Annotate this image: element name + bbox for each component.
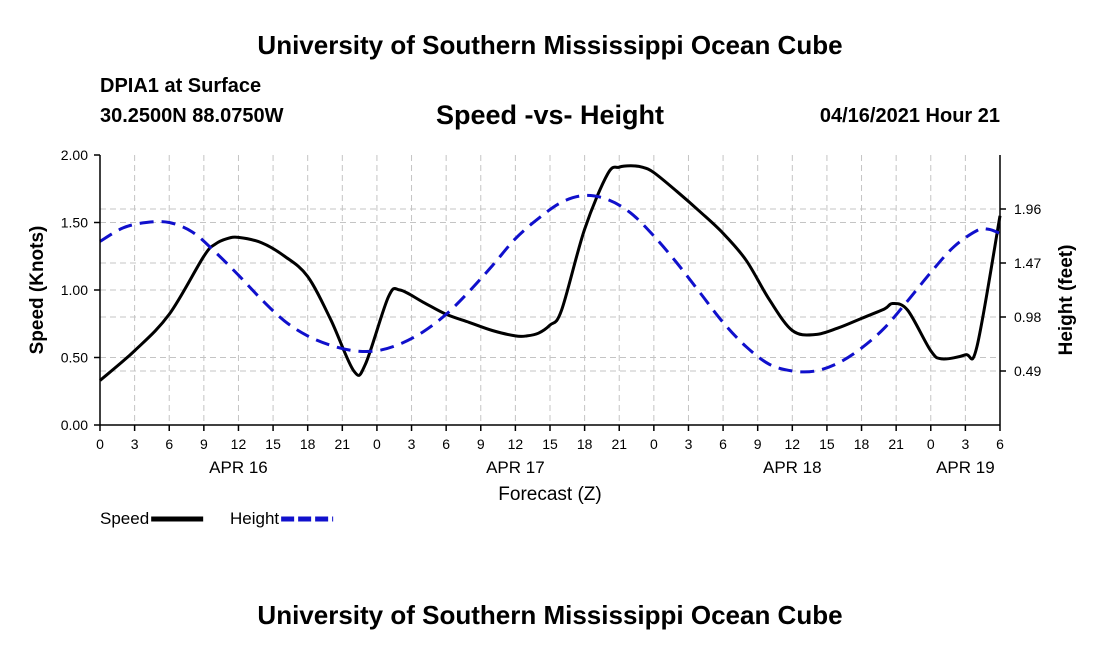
x-tick-label: 6 <box>442 436 450 452</box>
x-tick-label: 21 <box>888 436 904 452</box>
chart-title-bottom: University of Southern Mississippi Ocean… <box>257 600 843 630</box>
legend-label-height: Height <box>230 509 279 528</box>
date-label: APR 16 <box>209 458 268 477</box>
grid-layer <box>100 155 1000 425</box>
y-tick-label-left: 1.50 <box>61 215 88 231</box>
x-tick-label: 3 <box>961 436 969 452</box>
x-axis-title: Forecast (Z) <box>498 484 601 505</box>
x-tick-label: 18 <box>577 436 593 452</box>
x-tick-label: 12 <box>785 436 801 452</box>
y-tick-label-left: 1.00 <box>61 282 88 298</box>
x-tick-label: 18 <box>854 436 870 452</box>
x-tick-label: 0 <box>373 436 381 452</box>
x-tick-label: 3 <box>685 436 693 452</box>
x-tick-label: 6 <box>996 436 1004 452</box>
station-label: DPIA1 at Surface <box>100 75 262 97</box>
x-tick-label: 15 <box>542 436 558 452</box>
x-tick-label: 9 <box>200 436 208 452</box>
x-tick-label: 9 <box>754 436 762 452</box>
y-tick-label-right: 0.49 <box>1014 363 1041 379</box>
x-tick-label: 6 <box>165 436 173 452</box>
y-tick-label-right: 1.96 <box>1014 201 1041 217</box>
x-tick-label: 3 <box>408 436 416 452</box>
chart-subtitle: Speed -vs- Height <box>435 100 665 130</box>
x-tick-label: 15 <box>819 436 835 452</box>
chart-title-top: University of Southern Mississippi Ocean… <box>257 30 843 60</box>
x-tick-label: 9 <box>477 436 485 452</box>
x-tick-label: 0 <box>927 436 935 452</box>
y-tick-label-right: 1.47 <box>1014 255 1041 271</box>
axis-layer: 0.00 0.50 1.00 1.50 2.00 0.49 0.98 1.47 1.96 0 3 6 9… <box>27 147 1077 505</box>
x-tick-label: 15 <box>265 436 281 452</box>
x-tick-label: 21 <box>611 436 627 452</box>
forecast-datetime: 04/16/2021 Hour 21 <box>819 105 1000 127</box>
legend-layer: Speed Height <box>100 509 334 528</box>
date-label: APR 17 <box>486 458 545 477</box>
y-tick-label-left: 2.00 <box>61 147 88 163</box>
legend-label-speed: Speed <box>100 509 149 528</box>
x-tick-label: 12 <box>231 436 247 452</box>
series-line-speed <box>99 164 1002 382</box>
x-tick-label: 3 <box>131 436 139 452</box>
x-tick-label: 18 <box>300 436 316 452</box>
x-tick-label: 21 <box>335 436 351 452</box>
x-tick-label: 6 <box>719 436 727 452</box>
date-label: APR 19 <box>936 458 995 477</box>
y-tick-label-left: 0.00 <box>61 417 88 433</box>
y-tick-label-right: 0.98 <box>1014 309 1041 325</box>
x-tick-label: 0 <box>96 436 104 452</box>
series-line-height <box>99 193 1001 374</box>
x-tick-label: 12 <box>508 436 524 452</box>
date-label: APR 18 <box>763 458 822 477</box>
coordinates-label: 30.2500N 88.0750W <box>100 105 284 127</box>
series-layer <box>99 164 1002 382</box>
y-tick-label-left: 0.50 <box>61 350 88 366</box>
y-axis-title-left: Speed (Knots) <box>27 226 48 355</box>
y-axis-title-right: Height (feet) <box>1056 245 1077 356</box>
x-tick-label: 0 <box>650 436 658 452</box>
